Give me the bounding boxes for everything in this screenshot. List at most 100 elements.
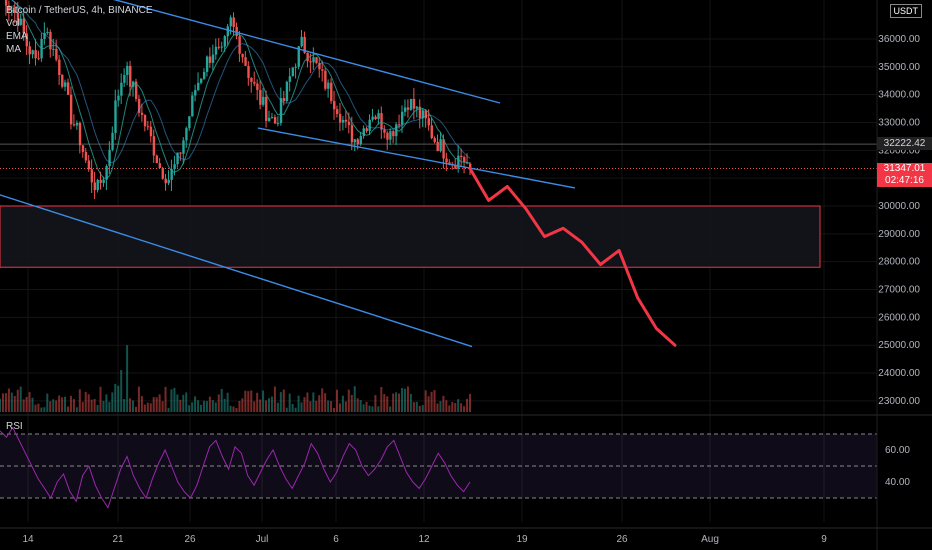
rsi-line [0,426,471,509]
price-tick-label: 35000.00 [878,62,920,73]
candle-body [421,110,425,119]
indicator-vol[interactable]: Vol [6,18,20,29]
candle-body [25,33,29,47]
volume-bar [241,398,244,412]
candle-body [247,65,250,78]
volume-bar [93,398,96,412]
volume-bar [267,398,270,412]
candle-body [90,169,94,183]
volume-bar [466,398,469,412]
rsi-tick-label: 60.00 [885,445,910,456]
volume-bar [66,406,69,412]
volume-bar [34,404,37,412]
volume-bar [25,396,28,412]
volume-bar [401,388,404,412]
candle-body [285,81,289,102]
volume-bar [84,391,87,412]
volume-bar [273,386,276,412]
candle-body [460,155,463,158]
candle-body [371,116,374,120]
candle-body [418,106,422,119]
symbol-title[interactable]: Bitcoin / TetherUS, 4h, BINANCE [6,5,153,16]
volume-bar [353,386,356,412]
volume-bar [341,395,344,412]
candle-body [321,69,324,71]
candle-body [403,107,407,112]
candle-body [69,94,73,125]
volume-bar [46,393,49,412]
volume-bar [117,385,120,412]
candle-body [344,119,348,122]
candle-body [270,117,274,119]
rsi-tick-label: 40.00 [885,477,910,488]
volume-bar [365,401,368,412]
candle-body [211,54,215,63]
candle-body [223,36,227,47]
candle-body [356,139,360,145]
volume-bar [28,392,31,412]
candle-body [111,132,114,150]
volume-bar [327,400,330,412]
volume-bar [232,406,235,412]
candle-body [380,113,383,130]
candle-body [52,48,55,50]
volume-bar [362,404,365,412]
volume-bar [392,393,395,412]
volume-bar [409,393,412,412]
candle-body [49,31,52,50]
volume-bar [134,406,137,412]
candle-body [409,98,413,110]
currency-badge[interactable]: USDT [889,4,922,18]
volume-bar [371,406,374,412]
volume-bar [445,400,448,412]
candle-body [350,125,354,143]
volume-bar [208,396,211,412]
volume-bar [105,394,108,412]
volume-bar [149,403,152,412]
candle-body [176,152,179,165]
candle-body [173,164,176,170]
indicator-ema[interactable]: EMA [6,31,28,42]
volume-bar [188,405,191,412]
price-tick-label: 27000.00 [878,285,920,296]
volume-bar [81,401,84,412]
volume-bar [96,405,99,412]
candle-body [241,53,244,58]
candle-body [232,17,235,27]
candle-body [294,66,297,68]
candle-body [170,169,173,180]
time-tick-label: Aug [701,534,719,545]
candle-body [200,78,203,83]
candle-body [205,56,209,72]
volume-bar [244,390,247,412]
moving-averages [11,0,471,180]
volume-bar [185,392,188,412]
last-price-value: 31347.01 [883,162,926,174]
volume-bar [191,402,194,412]
candle-body [353,139,357,143]
candle-body [220,46,224,48]
rsi-label[interactable]: RSI [6,421,23,432]
volume-bar [374,395,377,412]
volume-bar [78,389,81,412]
indicator-ma[interactable]: MA [6,44,21,55]
rsi-pane [0,414,932,509]
volume-bar [49,401,52,412]
volume-bar [164,386,167,412]
candle-body [185,128,188,141]
candle-body [244,57,247,66]
volume-bar [161,401,164,412]
candle-body [253,81,256,84]
volume-bar [173,387,176,412]
trendlines [0,0,576,348]
time-tick-label: 14 [22,534,34,545]
volume-bar [403,388,406,412]
volume-bar [182,394,185,412]
volume-bar [406,386,409,412]
volume-bar [359,400,362,412]
candle-body [134,81,138,99]
candle-body [333,101,336,110]
time-tick-label: 26 [616,534,628,545]
candle-body [197,82,200,91]
